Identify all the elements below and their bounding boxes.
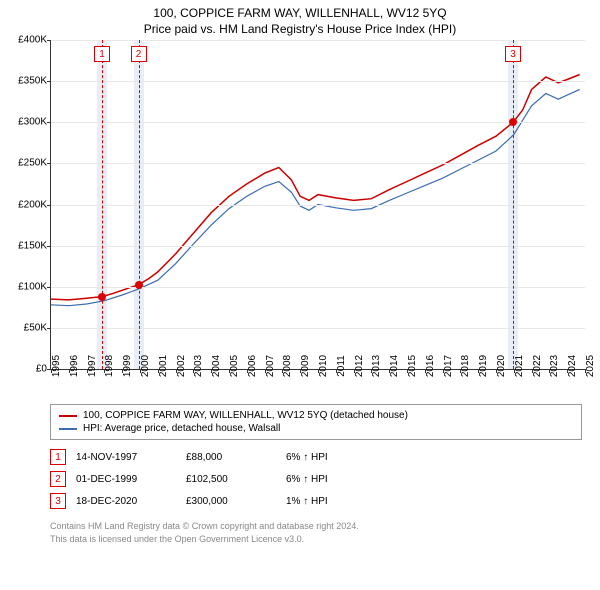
sale-badge: 1 [50, 449, 66, 465]
legend-item-property: 100, COPPICE FARM WAY, WILLENHALL, WV12 … [59, 409, 573, 422]
x-tick-label: 2008 [282, 355, 293, 377]
sale-price: £102,500 [186, 468, 286, 490]
x-tick-label: 1995 [51, 355, 62, 377]
x-tick-label: 1997 [87, 355, 98, 377]
legend-item-hpi: HPI: Average price, detached house, Wals… [59, 422, 573, 435]
sale-marker-dot [98, 293, 106, 301]
chart-plot-area: £0£50K£100K£150K£200K£250K£300K£350K£400… [50, 40, 585, 370]
y-tick-label: £0 [3, 364, 47, 375]
footer-attribution: Contains HM Land Registry data © Crown c… [50, 520, 582, 545]
x-tick-label: 2001 [158, 355, 169, 377]
sale-marker-dot [135, 281, 143, 289]
sale-delta: 6% ↑ HPI [286, 468, 338, 490]
sale-marker-line [102, 40, 103, 369]
legend-label-property: 100, COPPICE FARM WAY, WILLENHALL, WV12 … [83, 410, 408, 421]
x-tick-label: 1999 [122, 355, 133, 377]
footer-line1: Contains HM Land Registry data © Crown c… [50, 520, 582, 533]
sale-price: £88,000 [186, 446, 286, 468]
sale-date: 18-DEC-2020 [76, 490, 186, 512]
y-tick-label: £300K [3, 117, 47, 128]
sale-marker-badge: 1 [94, 46, 110, 62]
sale-marker-badge: 3 [505, 46, 521, 62]
sale-row: 2 01-DEC-1999£102,5006% ↑ HPI [50, 468, 338, 490]
x-tick-label: 2002 [176, 355, 187, 377]
x-tick-label: 2005 [229, 355, 240, 377]
x-tick-label: 2009 [300, 355, 311, 377]
y-tick-label: £250K [3, 158, 47, 169]
x-tick-label: 2000 [140, 355, 151, 377]
x-tick-label: 2021 [514, 355, 525, 377]
chart-container: 100, COPPICE FARM WAY, WILLENHALL, WV12 … [0, 0, 600, 590]
x-tick-label: 2006 [247, 355, 258, 377]
series-line-property [51, 75, 580, 300]
sale-row: 3 18-DEC-2020£300,0001% ↑ HPI [50, 490, 338, 512]
footer-line2: This data is licensed under the Open Gov… [50, 533, 582, 546]
y-tick-label: £400K [3, 35, 47, 46]
sale-delta: 6% ↑ HPI [286, 446, 338, 468]
sale-date: 14-NOV-1997 [76, 446, 186, 468]
x-tick-label: 2020 [496, 355, 507, 377]
x-tick-label: 2017 [443, 355, 454, 377]
sale-row: 1 14-NOV-1997£88,0006% ↑ HPI [50, 446, 338, 468]
x-tick-label: 2011 [336, 355, 347, 377]
x-tick-label: 2025 [585, 355, 596, 377]
sale-price: £300,000 [186, 490, 286, 512]
x-tick-label: 2014 [389, 355, 400, 377]
legend-swatch-hpi [59, 428, 77, 430]
x-tick-label: 2024 [567, 355, 578, 377]
x-tick-label: 2023 [549, 355, 560, 377]
y-tick-label: £350K [3, 76, 47, 87]
x-tick-label: 1996 [69, 355, 80, 377]
chart-title: 100, COPPICE FARM WAY, WILLENHALL, WV12 … [0, 0, 600, 20]
x-tick-label: 2004 [211, 355, 222, 377]
sale-marker-line [513, 40, 514, 369]
sale-marker-line [139, 40, 140, 369]
x-tick-label: 2010 [318, 355, 329, 377]
x-tick-label: 2018 [460, 355, 471, 377]
legend-swatch-property [59, 415, 77, 417]
y-tick-label: £50K [3, 322, 47, 333]
sale-date: 01-DEC-1999 [76, 468, 186, 490]
x-tick-label: 2007 [265, 355, 276, 377]
sale-delta: 1% ↑ HPI [286, 490, 338, 512]
x-tick-label: 2003 [193, 355, 204, 377]
x-tick-label: 2013 [371, 355, 382, 377]
sale-badge: 3 [50, 493, 66, 509]
chart-subtitle: Price paid vs. HM Land Registry's House … [0, 20, 600, 40]
x-tick-label: 2015 [407, 355, 418, 377]
sale-marker-dot [509, 118, 517, 126]
x-tick-label: 2022 [532, 355, 543, 377]
y-tick-label: £200K [3, 199, 47, 210]
x-tick-label: 2019 [478, 355, 489, 377]
sale-marker-badge: 2 [131, 46, 147, 62]
y-tick-label: £100K [3, 281, 47, 292]
x-tick-label: 1998 [104, 355, 115, 377]
x-tick-label: 2016 [425, 355, 436, 377]
chart-legend: 100, COPPICE FARM WAY, WILLENHALL, WV12 … [50, 404, 582, 440]
sale-badge: 2 [50, 471, 66, 487]
sales-table: 1 14-NOV-1997£88,0006% ↑ HPI 2 01-DEC-1999£… [50, 446, 582, 512]
x-tick-label: 2012 [354, 355, 365, 377]
y-tick-label: £150K [3, 240, 47, 251]
legend-label-hpi: HPI: Average price, detached house, Wals… [83, 423, 280, 434]
